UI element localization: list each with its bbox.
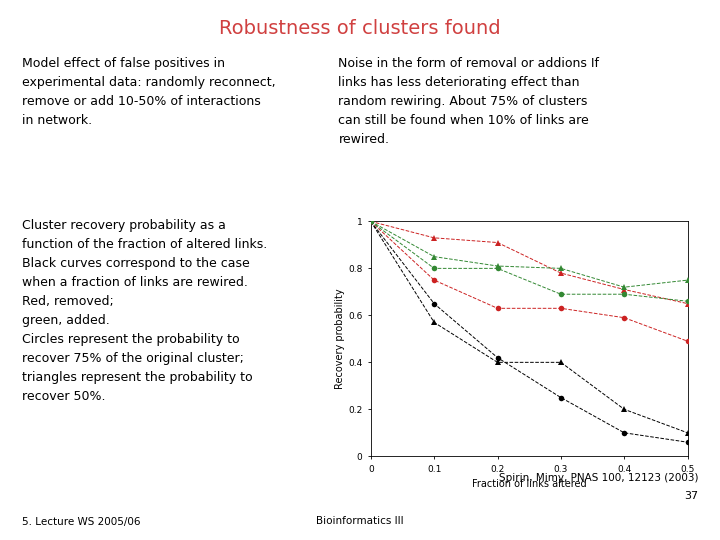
Text: Robustness of clusters found: Robustness of clusters found [219, 19, 501, 38]
Text: 37: 37 [684, 491, 698, 501]
Text: Noise in the form of removal or addions If
links has less deteriorating effect t: Noise in the form of removal or addions … [338, 57, 599, 146]
Text: Bioinformatics III: Bioinformatics III [316, 516, 404, 526]
Text: 5. Lecture WS 2005/06: 5. Lecture WS 2005/06 [22, 516, 140, 526]
Text: Spirin, Mimy, PNAS 100, 12123 (2003): Spirin, Mimy, PNAS 100, 12123 (2003) [499, 473, 698, 483]
Text: Cluster recovery probability as a
function of the fraction of altered links.
Bla: Cluster recovery probability as a functi… [22, 219, 267, 403]
Text: Model effect of false positives in
experimental data: randomly reconnect,
remove: Model effect of false positives in exper… [22, 57, 275, 127]
X-axis label: Fraction of links altered: Fraction of links altered [472, 479, 587, 489]
Y-axis label: Recovery probability: Recovery probability [336, 288, 346, 389]
